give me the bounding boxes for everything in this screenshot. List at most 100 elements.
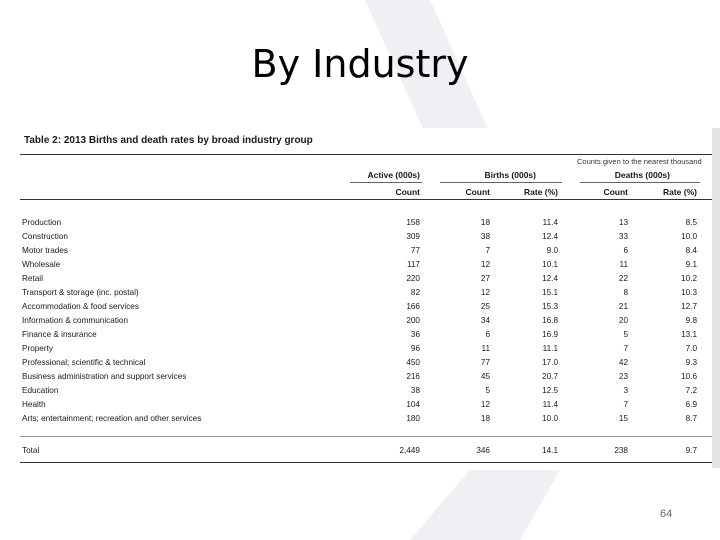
header-active: Active (000s): [367, 170, 420, 180]
births-count: 7: [485, 246, 490, 255]
death-rate: 9.8: [685, 316, 697, 325]
top-rule: [20, 154, 712, 155]
header-rule: [20, 199, 712, 200]
total-births-count: 346: [476, 446, 490, 455]
death-rate: 10.6: [681, 372, 697, 381]
industry-label: Finance & insurance: [22, 330, 97, 339]
industry-label: Construction: [22, 232, 68, 241]
table-row: Arts; entertainment; recreation and othe…: [20, 414, 712, 428]
table-row: Production 158 18 11.4 13 8.5: [20, 218, 712, 232]
death-rate: 7.2: [685, 386, 697, 395]
birth-rate: 12.5: [542, 386, 558, 395]
industry-label: Arts; entertainment; recreation and othe…: [22, 414, 202, 423]
death-rate: 13.1: [681, 330, 697, 339]
subheader-active-count: Count: [395, 187, 420, 197]
total-row: Total 2,449 346 14.1 238 9.7: [20, 446, 712, 460]
table-row: Education 38 5 12.5 3 7.2: [20, 386, 712, 400]
births-count: 12: [480, 260, 490, 269]
industry-label: Business administration and support serv…: [22, 372, 187, 381]
subheader-births-count: Count: [465, 187, 490, 197]
deaths-count: 42: [618, 358, 628, 367]
industry-label: Property: [22, 344, 53, 353]
birth-rate: 15.3: [542, 302, 558, 311]
deaths-count: 23: [618, 372, 628, 381]
table-row: Information & communication 200 34 16.8 …: [20, 316, 712, 330]
birth-rate: 12.4: [542, 232, 558, 241]
active-count: 36: [410, 330, 420, 339]
industry-label: Production: [22, 218, 62, 227]
birth-rate: 12.4: [542, 274, 558, 283]
deaths-count: 20: [618, 316, 628, 325]
deaths-count: 5: [623, 330, 628, 339]
death-rate: 9.1: [685, 260, 697, 269]
births-count: 27: [480, 274, 490, 283]
deaths-count: 11: [619, 260, 629, 269]
industry-label: Wholesale: [22, 260, 61, 269]
subheader-birth-rate: Rate (%): [523, 187, 558, 197]
industry-table: Table 2: 2013 Births and death rates by …: [20, 128, 712, 468]
births-count: 18: [480, 414, 490, 423]
total-active-count: 2,449: [399, 446, 421, 455]
birth-rate: 16.8: [542, 316, 558, 325]
active-count: 200: [406, 316, 420, 325]
active-count: 158: [406, 218, 420, 227]
birth-rate: 11.4: [542, 218, 558, 227]
births-count: 12: [480, 400, 490, 409]
deaths-count: 15: [618, 414, 628, 423]
industry-label: Professional; scientific & technical: [22, 358, 146, 367]
table-row: Transport & storage (inc. postal) 82 12 …: [20, 288, 712, 302]
births-count: 77: [480, 358, 490, 367]
birth-rate: 15.1: [542, 288, 558, 297]
table-row: Wholesale 117 12 10.1 11 9.1: [20, 260, 712, 274]
death-rate: 9.3: [685, 358, 697, 367]
header-deaths: Deaths (000s): [614, 170, 670, 180]
table-edge-shadow: [712, 128, 720, 468]
header-underline-births: [440, 182, 562, 183]
industry-label: Information & communication: [22, 316, 129, 325]
table-row: Health 104 12 11.4 7 6.9: [20, 400, 712, 414]
active-count: 216: [406, 372, 420, 381]
active-count: 82: [410, 288, 420, 297]
industry-label: Retail: [22, 274, 43, 283]
birth-rate: 11.4: [542, 400, 558, 409]
active-count: 104: [406, 400, 420, 409]
deaths-count: 22: [618, 274, 628, 283]
birth-rate: 10.1: [542, 260, 558, 269]
death-rate: 8.4: [685, 246, 697, 255]
deaths-count: 8: [623, 288, 628, 297]
table-row: Accommodation & food services 166 25 15.…: [20, 302, 712, 316]
total-rule: [20, 436, 712, 437]
industry-label: Education: [22, 386, 59, 395]
active-count: 309: [406, 232, 420, 241]
table-row: Finance & insurance 36 6 16.9 5 13.1: [20, 330, 712, 344]
deaths-count: 33: [618, 232, 628, 241]
birth-rate: 16.9: [542, 330, 558, 339]
table-row: Property 96 11 11.1 7 7.0: [20, 344, 712, 358]
death-rate: 12.7: [681, 302, 697, 311]
births-count: 25: [480, 302, 490, 311]
active-count: 220: [406, 274, 420, 283]
subheader-death-rate: Rate (%): [662, 187, 697, 197]
counts-note: Counts given to the nearest thousand: [577, 157, 702, 166]
births-count: 34: [480, 316, 490, 325]
deaths-count: 3: [623, 386, 628, 395]
deaths-count: 13: [618, 218, 628, 227]
active-count: 450: [406, 358, 420, 367]
industry-label: Health: [22, 400, 46, 409]
births-count: 18: [480, 218, 490, 227]
deaths-count: 6: [623, 246, 628, 255]
table-row: Business administration and support serv…: [20, 372, 712, 386]
industry-label: Accommodation & food services: [22, 302, 139, 311]
deaths-count: 21: [618, 302, 628, 311]
header-underline-active: [350, 182, 422, 183]
header-births: Births (000s): [484, 170, 537, 180]
total-birth-rate: 14.1: [542, 446, 558, 455]
births-count: 11: [481, 344, 491, 353]
table-row: Retail 220 27 12.4 22 10.2: [20, 274, 712, 288]
table-row: Professional; scientific & technical 450…: [20, 358, 712, 372]
birth-rate: 10.0: [542, 414, 558, 423]
death-rate: 10.0: [681, 232, 697, 241]
deaths-count: 7: [623, 344, 628, 353]
header-underline-deaths: [580, 182, 700, 183]
birth-rate: 17.0: [542, 358, 558, 367]
